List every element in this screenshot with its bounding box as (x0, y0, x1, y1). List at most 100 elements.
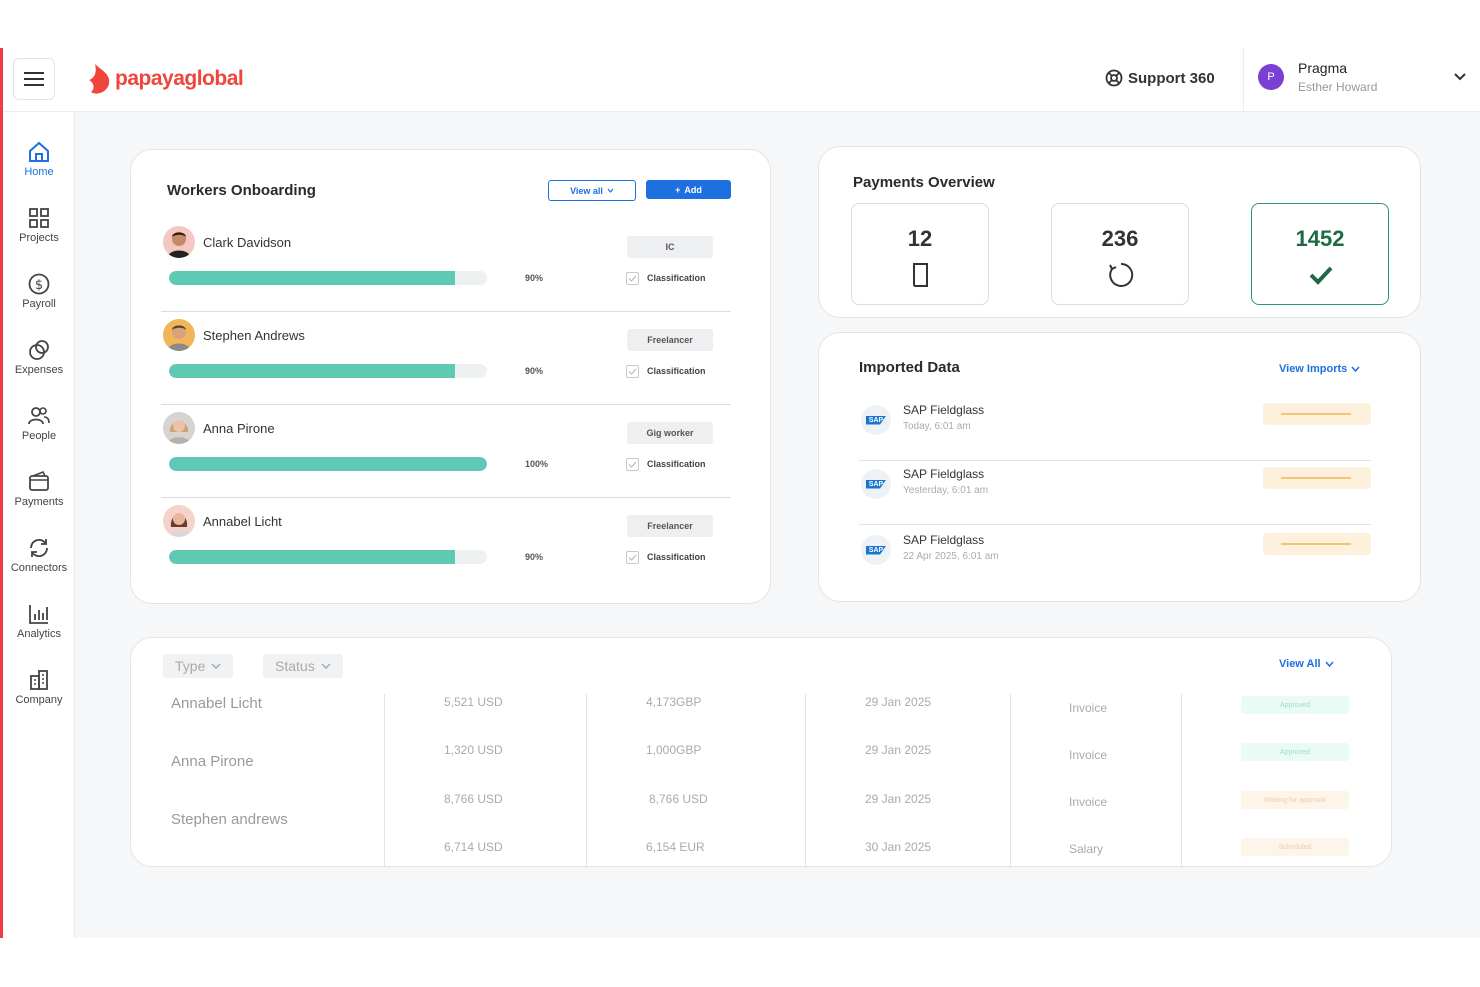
payment-date: 29 Jan 2025 (865, 695, 932, 709)
worker-avatar (163, 412, 195, 444)
account-user: Esther Howard (1298, 80, 1378, 94)
view-imports-label: View Imports (1279, 363, 1348, 375)
hamburger-menu-button[interactable] (13, 58, 55, 100)
sidebar-item-label: Expenses (14, 364, 64, 376)
building-icon (30, 670, 48, 690)
worker-type-badge: Freelancer (627, 515, 713, 537)
stat-completed-box[interactable]: 1452 (1251, 203, 1389, 305)
worker-progress-bar (169, 364, 487, 378)
payee-name[interactable]: Stephen andrews (171, 811, 288, 828)
type-filter-dropdown[interactable]: Type (163, 654, 234, 678)
worker-name: Anna Pirone (203, 421, 275, 436)
sidebar-item-label: People (21, 430, 57, 442)
classification-label: Classification (647, 459, 706, 469)
worker-row[interactable]: Anna Pirone Gig worker 100% Classificati… (161, 408, 731, 498)
add-worker-button[interactable]: + Add (646, 180, 731, 199)
row-divider (161, 497, 731, 498)
classification-checkbox[interactable] (626, 458, 639, 471)
worker-progress-label: 90% (525, 273, 544, 283)
check-icon (628, 275, 637, 282)
import-timestamp: Today, 6:01 am (903, 421, 971, 432)
worker-row[interactable]: Stephen Andrews Freelancer 90% Classific… (161, 315, 731, 405)
worker-type-badge: Gig worker (627, 422, 713, 444)
svg-text:$: $ (35, 278, 43, 293)
sidebar-item-label: Projects (19, 232, 59, 244)
classification-label: Classification (647, 273, 706, 283)
sidebar-item-projects[interactable]: Projects (3, 206, 75, 244)
payments-overview-card: Payments Overview 12 236 1452 (818, 146, 1421, 318)
people-icon (28, 407, 50, 425)
import-item[interactable]: SAP SAP Fieldglass Today, 6:01 am (859, 397, 1371, 461)
row-divider (161, 404, 731, 405)
sidebar-item-label: Connectors (10, 562, 68, 574)
classification-checkbox[interactable] (626, 365, 639, 378)
status-badge: Approved (1241, 696, 1349, 714)
payment-date: 30 Jan 2025 (865, 840, 932, 854)
worker-avatar (163, 319, 195, 351)
support-link[interactable]: Support 360 (1105, 69, 1215, 87)
chevron-down-icon (321, 663, 331, 669)
sidebar-item-payroll[interactable]: $ Payroll (3, 272, 75, 310)
payment-kind: Invoice (1069, 701, 1108, 715)
import-source-name: SAP Fieldglass (903, 467, 985, 481)
payee-name[interactable]: Annabel Licht (171, 695, 262, 712)
status-badge: Scheduled (1241, 838, 1349, 856)
classification-checkbox[interactable] (626, 551, 639, 564)
sidebar-item-payments[interactable]: Payments (3, 470, 75, 508)
worker-progress-label: 90% (525, 552, 544, 562)
stat-processing-box[interactable]: 236 (1051, 203, 1189, 305)
sap-logo-text: SAP (865, 415, 887, 425)
column-divider (1181, 694, 1182, 866)
payment-date: 29 Jan 2025 (865, 743, 932, 757)
chart-icon (29, 605, 48, 624)
lifebuoy-icon (1105, 69, 1123, 87)
sidebar-item-label: Analytics (16, 628, 62, 640)
chevron-down-icon (211, 663, 221, 669)
brand-logo[interactable]: papayaglobal (87, 62, 244, 96)
worker-progress-label: 100% (525, 459, 549, 469)
sidebar-item-company[interactable]: Company (3, 668, 75, 706)
sap-logo-icon: SAP (861, 405, 891, 435)
chevron-down-icon (1351, 366, 1360, 372)
payment-kind: Invoice (1069, 795, 1108, 809)
sap-logo-icon: SAP (861, 535, 891, 565)
progress-fill (169, 457, 487, 471)
sidebar-item-people[interactable]: People (3, 404, 75, 442)
sap-logo-icon: SAP (861, 469, 891, 499)
view-all-payments-link[interactable]: View All (1279, 658, 1334, 670)
worker-row[interactable]: Annabel Licht Freelancer 90% Classificat… (161, 501, 731, 581)
payee-name[interactable]: Anna Pirone (171, 753, 254, 770)
amount-secondary: 4,173GBP (646, 695, 702, 709)
sync-icon (30, 538, 48, 558)
sidebar-item-label: Payroll (22, 298, 56, 310)
amount-secondary: 6,154 EUR (646, 840, 705, 854)
worker-row[interactable]: Clark Davidson IC 90% Classification (161, 222, 731, 312)
sidebar-item-home[interactable]: Home (3, 140, 75, 178)
view-imports-link[interactable]: View Imports (1279, 363, 1360, 375)
sidebar-item-analytics[interactable]: Analytics (3, 602, 75, 640)
status-filter-dropdown[interactable]: Status (263, 654, 343, 678)
amount-secondary: 8,766 USD (649, 792, 708, 806)
dollar-icon: $ (28, 273, 50, 295)
status-badge: Approved (1241, 743, 1349, 761)
sidebar-item-label: Payments (14, 496, 64, 508)
chevron-down-icon[interactable] (1453, 72, 1467, 82)
top-header: papayaglobal Support 360 P Pragma Esther… (3, 48, 1480, 112)
account-name: Pragma (1298, 60, 1348, 76)
import-item[interactable]: SAP SAP Fieldglass Yesterday, 6:01 am (859, 461, 1371, 525)
stat-pending-box[interactable]: 12 (851, 203, 989, 305)
classification-checkbox[interactable] (626, 272, 639, 285)
sidebar-item-connectors[interactable]: Connectors (3, 536, 75, 574)
brand-name: papayaglobal (115, 67, 244, 90)
account-switcher[interactable]: P Pragma Esther Howard (1258, 60, 1377, 94)
account-avatar: P (1258, 64, 1284, 90)
worker-type-badge: Freelancer (627, 329, 713, 351)
payments-overview-title: Payments Overview (853, 174, 995, 191)
home-icon (29, 141, 49, 162)
amount-primary: 1,320 USD (444, 743, 503, 757)
sidebar-item-expenses[interactable]: Expenses (3, 338, 75, 376)
import-item[interactable]: SAP SAP Fieldglass 22 Apr 2025, 6:01 am (859, 527, 1371, 591)
hamburger-icon (24, 72, 44, 86)
view-all-button[interactable]: View all (548, 180, 636, 201)
check-icon (628, 368, 637, 375)
